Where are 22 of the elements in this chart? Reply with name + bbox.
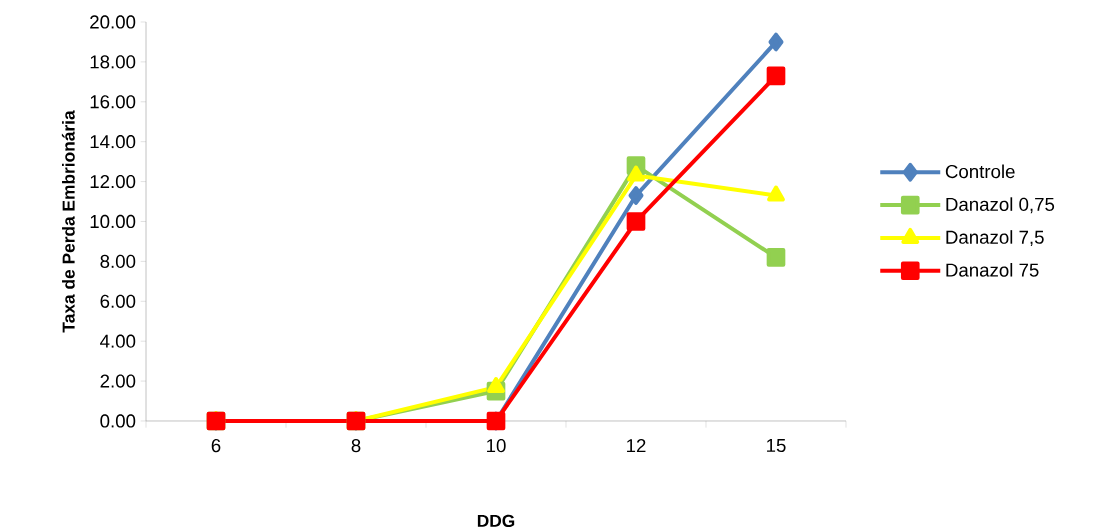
x-tick-label: 15 (767, 439, 786, 453)
y-tick-label: 2.00 (100, 374, 136, 388)
y-tick-label: 12.00 (90, 174, 136, 189)
y-tick-label: 8.00 (100, 254, 136, 268)
x-tick-label: 10 (487, 439, 506, 453)
y-tick-label: 20.00 (90, 15, 136, 29)
legend-label: Danazol 7,5 (946, 230, 1044, 247)
y-tick-label: 0.00 (100, 414, 136, 428)
y-tick-label: 6.00 (100, 294, 136, 308)
y-tick-label: 10.00 (90, 214, 136, 229)
legend-label: Controle (945, 164, 1015, 179)
x-tick-label: 12 (627, 439, 646, 453)
y-tick-label: 16.00 (90, 95, 136, 109)
legend-label: Danazol 75 (946, 263, 1039, 277)
legend-label: Danazol 0,75 (946, 197, 1055, 214)
y-tick-label: 4.00 (100, 334, 136, 348)
x-axis-title: DDG (477, 514, 515, 527)
x-tick-label: 6 (211, 439, 221, 453)
x-tick-label: 8 (351, 439, 361, 453)
y-tick-label: 14.00 (90, 135, 136, 149)
y-tick-label: 18.00 (90, 55, 136, 69)
y-axis-title: Taxa de Perda Embrionária (61, 110, 75, 333)
